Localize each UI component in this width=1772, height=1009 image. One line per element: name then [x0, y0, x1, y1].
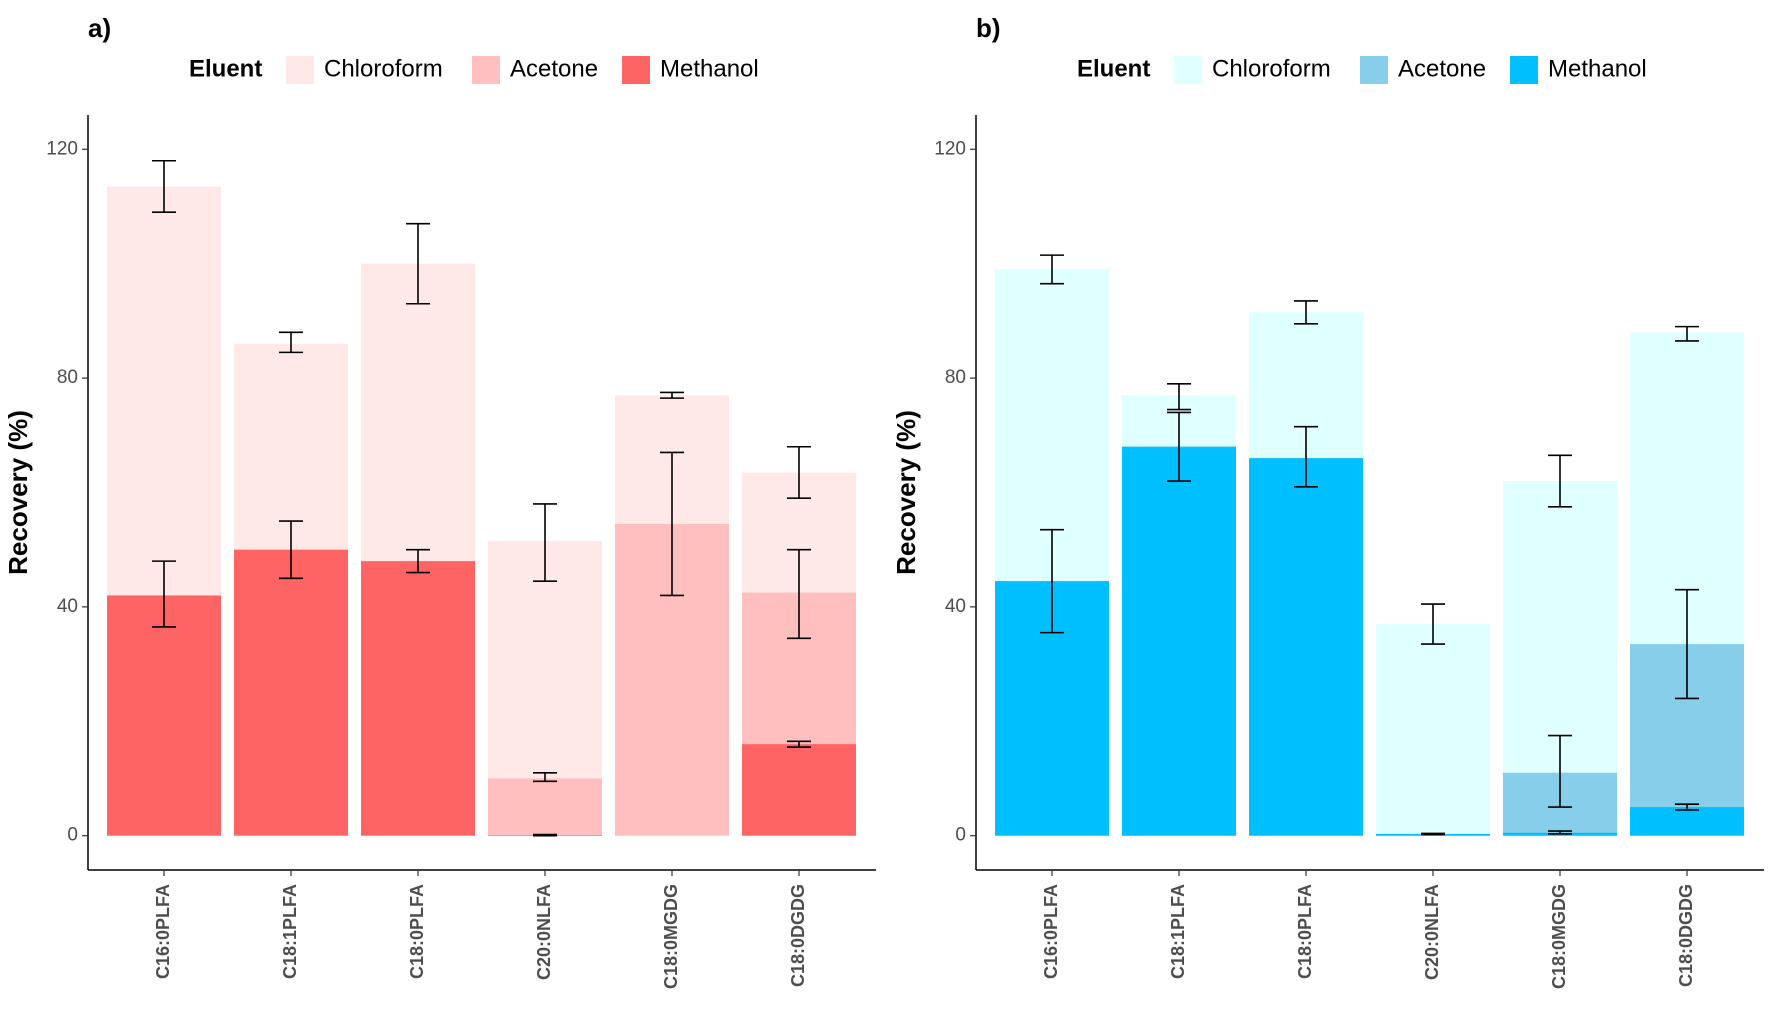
error-bar-methanol-c18-0dgdg — [787, 740, 811, 748]
error-bar-methanol-c18-0plfa — [406, 548, 430, 574]
x-tick-label: C18:1PLFA — [280, 884, 300, 979]
legend-label-acetone: Acetone — [1398, 55, 1486, 82]
panel-label: b) — [976, 13, 1001, 43]
x-tick-label: C18:0MGDG — [661, 884, 681, 989]
legend-label-chloroform: Chloroform — [1212, 55, 1331, 82]
legend-item-acetone: Acetone — [1360, 55, 1486, 84]
error-bar-chloroform-c16-0plfa — [1040, 254, 1064, 285]
y-axis-title: Recovery (%) — [891, 410, 921, 575]
x-tick-label: C16:0PLFA — [1041, 884, 1061, 979]
y-tick-label: 40 — [945, 596, 966, 617]
legend-swatch-chloroform — [286, 56, 314, 84]
y-tick-label: 0 — [955, 825, 966, 846]
y-tick-label: 120 — [46, 138, 78, 159]
panel-label: a) — [88, 13, 111, 43]
error-bar-chloroform-c18-0dgdg — [787, 445, 811, 500]
error-bar-chloroform-c16-0plfa — [152, 159, 176, 214]
error-bar-acetone-c18-0mgdg — [660, 451, 684, 597]
bar-methanol-c18-0dgdg — [742, 744, 856, 836]
error-bar-methanol-c18-1plfa — [1167, 411, 1191, 482]
bars — [107, 186, 856, 836]
legend-swatch-acetone — [1360, 56, 1388, 84]
legend: Eluent Chloroform Acetone Methanol — [1077, 55, 1647, 84]
error-bar-methanol-c20-0nlfa — [533, 833, 557, 837]
x-tick-label: C20:0NLFA — [1422, 884, 1442, 980]
legend: Eluent Chloroform Acetone Methanol — [189, 55, 759, 84]
x-tick-label: C18:1PLFA — [1168, 884, 1188, 979]
error-bar-acetone-c18-0mgdg — [1548, 734, 1572, 808]
x-tick-label: C18:0MGDG — [1549, 884, 1569, 989]
x-tick-label: C16:0PLFA — [153, 884, 173, 979]
legend-item-methanol: Methanol — [1510, 55, 1647, 84]
x-tick-label: C18:0PLFA — [407, 884, 427, 979]
legend-item-acetone: Acetone — [472, 55, 598, 84]
error-bar-chloroform-c18-0mgdg — [660, 391, 684, 399]
bar-methanol-c18-1plfa — [234, 549, 348, 836]
error-bars — [1040, 254, 1699, 836]
x-tick-label: C20:0NLFA — [534, 884, 554, 980]
y-tick-label: 40 — [57, 596, 78, 617]
legend-item-methanol: Methanol — [622, 55, 759, 84]
bar-acetone-c20-0nlfa — [488, 778, 602, 836]
legend-item-chloroform: Chloroform — [1174, 55, 1331, 84]
error-bar-acetone-c18-0dgdg — [1675, 588, 1699, 700]
error-bar-chloroform-c20-0nlfa — [1421, 603, 1445, 645]
bars — [995, 269, 1744, 836]
x-tick-label: C18:0PLFA — [1295, 884, 1315, 979]
error-bar-chloroform-c18-0dgdg — [1675, 325, 1699, 342]
y-tick-label: 120 — [934, 138, 966, 159]
error-bar-methanol-c20-0nlfa — [1421, 832, 1445, 836]
bar-methanol-c18-1plfa — [1122, 446, 1236, 836]
legend-swatch-methanol — [622, 56, 650, 84]
x-tick-label: C18:0DGDG — [1676, 884, 1696, 987]
series-methanol — [107, 549, 856, 836]
y-axis-title: Recovery (%) — [3, 410, 33, 575]
error-bar-methanol-c18-0dgdg — [1675, 803, 1699, 811]
y-tick-label: 80 — [945, 367, 966, 388]
chart-panel-b: b) Eluent Chloroform Acetone Methanol 0 40 80 12… — [891, 13, 1764, 989]
error-bar-methanol-c16-0plfa — [1040, 528, 1064, 634]
error-bar-acetone-c20-0nlfa — [533, 771, 557, 783]
bar-methanol-c16-0plfa — [107, 595, 221, 836]
y-tick-label: 0 — [67, 825, 78, 846]
legend-swatch-acetone — [472, 56, 500, 84]
legend-label-chloroform: Chloroform — [324, 55, 443, 82]
bar-methanol-c18-0plfa — [1249, 458, 1363, 836]
bar-chloroform-c20-0nlfa — [1376, 624, 1490, 836]
y-tick-label: 80 — [57, 367, 78, 388]
x-tick-label: C18:0DGDG — [788, 884, 808, 987]
error-bars — [152, 159, 811, 837]
legend-label-methanol: Methanol — [1548, 55, 1647, 82]
error-bar-methanol-c16-0plfa — [152, 560, 176, 628]
bar-methanol-c18-0dgdg — [1630, 807, 1744, 836]
legend-swatch-methanol — [1510, 56, 1538, 84]
legend-title: Eluent — [189, 55, 262, 82]
legend-title: Eluent — [1077, 55, 1150, 82]
error-bar-chloroform-c18-0mgdg — [1548, 454, 1572, 508]
legend-label-acetone: Acetone — [510, 55, 598, 82]
legend-item-chloroform: Chloroform — [286, 55, 443, 84]
bar-methanol-c18-0plfa — [361, 561, 475, 836]
error-bar-chloroform-c18-1plfa — [1167, 383, 1191, 411]
series-methanol — [995, 446, 1744, 836]
error-bar-methanol-c18-1plfa — [279, 520, 303, 580]
legend-swatch-chloroform — [1174, 56, 1202, 84]
error-bar-methanol-c18-0mgdg — [1548, 830, 1572, 835]
error-bar-chloroform-c18-0plfa — [406, 222, 430, 305]
error-bar-chloroform-c18-0plfa — [1294, 300, 1318, 325]
error-bar-chloroform-c18-1plfa — [279, 331, 303, 354]
error-bar-methanol-c18-0plfa — [1294, 425, 1318, 488]
chart-panel-a: a) Eluent Chloroform Acetone Methanol 0 40 80 12… — [3, 13, 876, 989]
error-bar-chloroform-c20-0nlfa — [533, 503, 557, 582]
error-bar-acetone-c18-0dgdg — [787, 548, 811, 640]
legend-label-methanol: Methanol — [660, 55, 759, 82]
